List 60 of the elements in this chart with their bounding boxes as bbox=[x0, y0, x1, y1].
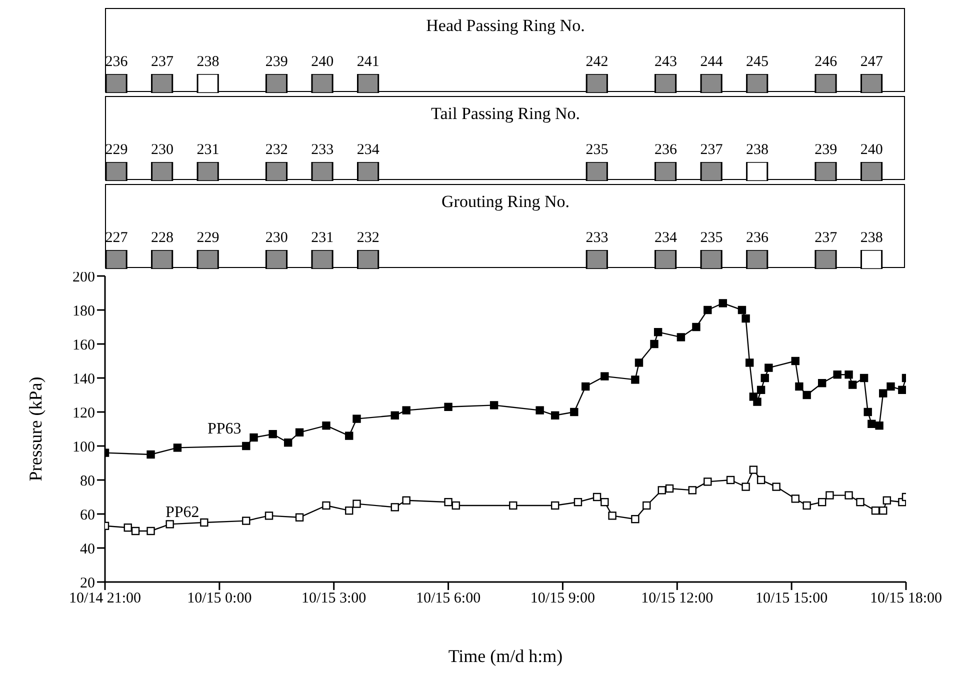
x-tick-label: 238 bbox=[196, 54, 220, 70]
y-tick-label: 160 bbox=[72, 337, 95, 354]
y-tick-label: 40 bbox=[80, 541, 95, 558]
x-tick-label: 229 bbox=[105, 142, 128, 158]
y-axis-title: Pressure (kPa) bbox=[25, 376, 46, 482]
x-tick-label: 241 bbox=[356, 54, 380, 70]
x-tick-label: 239 bbox=[814, 142, 838, 158]
x-tick-label: 227 bbox=[105, 230, 128, 246]
x-tick-label: 237 bbox=[150, 54, 174, 70]
x-tick-label: 231 bbox=[196, 142, 220, 158]
y-tick-label: 20 bbox=[80, 575, 95, 592]
x-tick-label: 234 bbox=[654, 230, 678, 246]
x-tick-label: 235 bbox=[586, 142, 608, 158]
x-tick-label: 235 bbox=[700, 230, 723, 246]
x-tick-label: 10/15 6:00 bbox=[416, 590, 481, 607]
x-tick-label: 238 bbox=[746, 142, 768, 158]
x-tick-label: 10/15 9:00 bbox=[530, 590, 596, 607]
x-tick-label: 247 bbox=[860, 54, 884, 70]
x-tick-label: 232 bbox=[356, 230, 380, 246]
x-tick-label: 246 bbox=[814, 54, 838, 70]
x-tick-label: 10/15 18:00 bbox=[870, 590, 942, 607]
x-tick-label: 234 bbox=[356, 142, 380, 158]
y-tick-label: 180 bbox=[72, 303, 95, 320]
x-tick-label: 228 bbox=[150, 230, 174, 246]
x-tick-label: 10/15 0:00 bbox=[187, 590, 252, 607]
chart-title: Tail Passing Ring No. bbox=[430, 104, 581, 124]
x-tick-label: 230 bbox=[150, 142, 174, 158]
x-axis-title: Time (m/d h:m) bbox=[448, 646, 563, 666]
x-tick-label: 10/15 15:00 bbox=[756, 590, 828, 607]
y-tick-label: 140 bbox=[72, 371, 95, 388]
x-tick-label: 242 bbox=[586, 54, 608, 70]
series-label: PP63 bbox=[207, 420, 242, 438]
x-tick-label: 232 bbox=[265, 142, 288, 158]
x-tick-label: 231 bbox=[311, 230, 334, 246]
x-tick-label: 230 bbox=[265, 230, 288, 246]
y-tick-label: 80 bbox=[80, 473, 95, 490]
x-tick-label: 244 bbox=[700, 54, 724, 70]
y-tick-label: 60 bbox=[80, 507, 95, 524]
x-tick-label: 239 bbox=[265, 54, 288, 70]
x-tick-label: 233 bbox=[311, 142, 334, 158]
x-tick-label: 236 bbox=[654, 142, 678, 158]
x-tick-label: 10/15 3:00 bbox=[302, 590, 366, 607]
chart-title: Head Passing Ring No. bbox=[425, 16, 586, 36]
chart-title: Grouting Ring No. bbox=[440, 192, 570, 212]
x-tick-label: 236 bbox=[746, 230, 769, 246]
x-tick-label: 238 bbox=[860, 230, 883, 246]
x-tick-label: 236 bbox=[105, 54, 128, 70]
y-tick-label: 100 bbox=[72, 439, 95, 456]
x-tick-label: 237 bbox=[700, 142, 724, 158]
x-tick-label: 240 bbox=[860, 142, 883, 158]
x-tick-label: 229 bbox=[196, 230, 220, 246]
y-tick-label: 120 bbox=[72, 405, 95, 422]
series-label: PP62 bbox=[166, 504, 200, 521]
x-tick-label: 243 bbox=[654, 54, 677, 70]
x-tick-label: 245 bbox=[746, 54, 768, 70]
x-tick-label: 237 bbox=[814, 230, 838, 246]
x-tick-label: 240 bbox=[311, 54, 334, 70]
x-tick-label: 10/14 21:00 bbox=[68, 590, 142, 607]
x-tick-label: 233 bbox=[586, 230, 608, 246]
x-tick-label: 10/15 12:00 bbox=[641, 590, 714, 607]
